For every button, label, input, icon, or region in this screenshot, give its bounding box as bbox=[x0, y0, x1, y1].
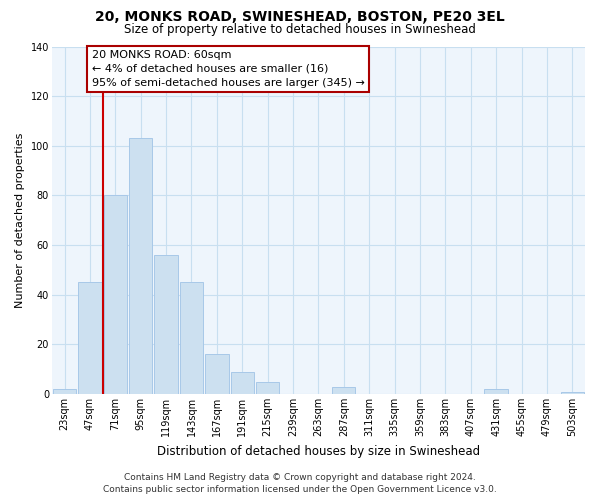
Bar bbox=[230, 372, 254, 394]
Text: Size of property relative to detached houses in Swineshead: Size of property relative to detached ho… bbox=[124, 22, 476, 36]
Bar bbox=[256, 382, 280, 394]
Bar bbox=[332, 386, 355, 394]
Text: 20, MONKS ROAD, SWINESHEAD, BOSTON, PE20 3EL: 20, MONKS ROAD, SWINESHEAD, BOSTON, PE20… bbox=[95, 10, 505, 24]
Bar bbox=[53, 389, 76, 394]
Bar bbox=[484, 389, 508, 394]
Y-axis label: Number of detached properties: Number of detached properties bbox=[15, 132, 25, 308]
X-axis label: Distribution of detached houses by size in Swineshead: Distribution of detached houses by size … bbox=[157, 444, 480, 458]
Bar bbox=[560, 392, 584, 394]
Bar bbox=[154, 255, 178, 394]
Text: Contains HM Land Registry data © Crown copyright and database right 2024.
Contai: Contains HM Land Registry data © Crown c… bbox=[103, 472, 497, 494]
Bar bbox=[180, 282, 203, 394]
Bar bbox=[205, 354, 229, 394]
Text: 20 MONKS ROAD: 60sqm
← 4% of detached houses are smaller (16)
95% of semi-detach: 20 MONKS ROAD: 60sqm ← 4% of detached ho… bbox=[92, 50, 365, 88]
Bar bbox=[104, 196, 127, 394]
Bar bbox=[78, 282, 101, 394]
Bar bbox=[129, 138, 152, 394]
